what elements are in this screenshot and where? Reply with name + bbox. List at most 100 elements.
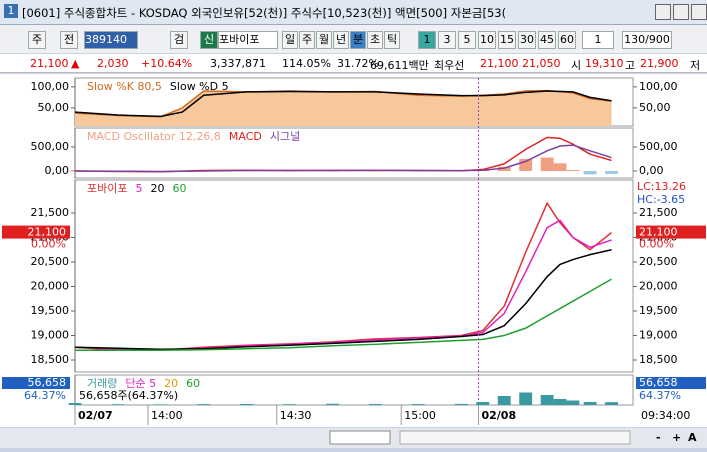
stock-name[interactable]: 포바이포 xyxy=(218,31,278,49)
y-tick-label: 20,500 xyxy=(31,255,70,268)
toolbar-button[interactable]: 10 xyxy=(478,31,496,49)
window-title: [0601] 주식종합차트 - KOSDAQ 외국인보유[52(천)] 주식수[… xyxy=(22,6,507,20)
toolbar-button[interactable]: 주 xyxy=(299,31,315,49)
y-tick-label: 21,500 xyxy=(639,206,678,219)
y-tick-label: 100,00 xyxy=(639,80,678,93)
scroll-button: + xyxy=(672,431,681,444)
toolbar-button[interactable]: 45 xyxy=(538,31,556,49)
bar xyxy=(369,404,382,405)
toolbar-button[interactable]: 3 xyxy=(438,31,456,49)
new[interactable]: 신 xyxy=(200,31,218,49)
toolbar-button[interactable]: 틱 xyxy=(384,31,400,49)
legend-label: 5 xyxy=(135,182,142,195)
change: 2,030 xyxy=(97,57,129,70)
low-label: 저 xyxy=(690,59,701,72)
y-tick-label: 50,00 xyxy=(38,101,70,114)
y-tick-label: 19,500 xyxy=(31,304,70,317)
legend-label: 단순 5 xyxy=(125,377,156,390)
y-tick-label: 21,500 xyxy=(31,206,70,219)
scroll-button: A xyxy=(688,431,697,444)
high: 21,900 xyxy=(640,57,679,70)
bar xyxy=(519,392,533,405)
volume-label: 56,658 xyxy=(639,376,678,389)
toolbar-button[interactable]: 월 xyxy=(316,31,332,49)
bar xyxy=(154,404,168,405)
y-tick-label: 0,00 xyxy=(45,164,70,177)
toolbar-button[interactable]: 5 xyxy=(458,31,476,49)
scroll-controls[interactable] xyxy=(329,430,391,445)
line xyxy=(75,278,612,351)
x-tick-label: 14:00 xyxy=(151,409,183,422)
bar xyxy=(519,158,533,171)
line xyxy=(74,144,612,173)
volume-rate: 64.37% xyxy=(24,389,66,402)
volume: 3,337,871 xyxy=(210,57,266,70)
legend-label: 포바이포 xyxy=(87,182,127,195)
toolbar-button[interactable]: 일 xyxy=(282,31,298,49)
hc-label: HC:-3.65 xyxy=(637,193,685,206)
bar xyxy=(197,404,211,405)
volume-rate: 64.37% xyxy=(639,389,681,402)
legend-label: Slow %K 80,5 xyxy=(87,80,162,93)
price-label: 21,100 xyxy=(639,226,678,239)
lc-label: LC:13.26 xyxy=(637,180,686,193)
volume-label: 56,658 xyxy=(28,376,67,389)
y-tick-label: 500,00 xyxy=(639,140,678,153)
price: 21,100 xyxy=(30,57,69,70)
area xyxy=(75,90,612,126)
toolbar-button[interactable]: 1 xyxy=(418,31,436,49)
legend-label: 60 xyxy=(186,377,200,390)
legend-label: 20 xyxy=(150,182,164,195)
scroll-track[interactable] xyxy=(399,430,631,445)
bar xyxy=(111,404,125,405)
y-tick-label: 19,000 xyxy=(639,328,678,341)
bar xyxy=(283,404,297,405)
volume-box xyxy=(636,377,706,389)
maximize[interactable] xyxy=(673,4,689,20)
code-input[interactable]: 389140 xyxy=(84,31,138,49)
quote-bar: 21,100 ▲ 2,030 +10.64% 3,337,871 114.05%… xyxy=(0,54,707,73)
bar xyxy=(553,399,567,405)
y-tick-label: 20,500 xyxy=(639,255,678,268)
rate-label: 0.00% xyxy=(31,238,66,251)
minimize[interactable] xyxy=(655,4,671,20)
count[interactable]: 130/900 xyxy=(622,31,672,49)
price-box xyxy=(636,225,706,239)
toolbar-button[interactable]: 60 xyxy=(558,31,576,49)
bar xyxy=(605,170,618,174)
y-tick-label: 100,00 xyxy=(31,80,70,93)
volume-note: 56,658주(64.37%) xyxy=(79,389,178,402)
bar xyxy=(566,400,580,405)
price-box xyxy=(2,225,70,239)
legend-label: MACD xyxy=(229,130,262,143)
x-tick-label: 02/08 xyxy=(481,409,516,422)
search[interactable]: 검 xyxy=(170,31,188,49)
legend-label: 20 xyxy=(164,377,178,390)
market[interactable]: 전 xyxy=(60,31,78,49)
x-tick-label: 14:30 xyxy=(280,409,312,422)
bar xyxy=(411,404,425,405)
open: 19,310 xyxy=(585,57,624,70)
y-tick-label: 18,500 xyxy=(31,353,70,366)
toolbar-button[interactable]: 30 xyxy=(518,31,536,49)
y-tick-label: 20,000 xyxy=(639,279,678,292)
best-label: 최우선 xyxy=(434,59,465,72)
bar xyxy=(540,157,554,171)
line xyxy=(74,249,612,350)
line xyxy=(74,90,612,118)
toolbar-button[interactable]: 년 xyxy=(333,31,349,49)
y-tick-label: 19,000 xyxy=(31,328,70,341)
bar xyxy=(605,402,618,405)
y-tick-label: 50,00 xyxy=(639,101,671,114)
y-tick-label: 18,500 xyxy=(639,353,678,366)
toolbar-button[interactable]: 15 xyxy=(498,31,516,49)
period[interactable]: 주 xyxy=(28,31,46,49)
toolbar-button[interactable]: 초 xyxy=(367,31,383,49)
toolbar-button[interactable]: 분 xyxy=(350,31,366,49)
title-bar: 1 [0601] 주식종합차트 - KOSDAQ 외국인보유[52(천)] 주식… xyxy=(0,0,707,25)
interval[interactable]: 1 xyxy=(582,31,614,49)
amount: 69,611백만 xyxy=(370,59,429,72)
